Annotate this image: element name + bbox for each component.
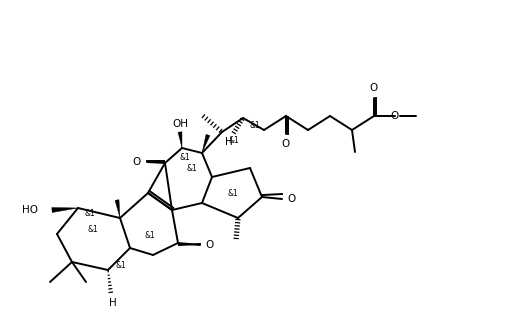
Text: &1: &1 xyxy=(249,121,260,129)
Text: &1: &1 xyxy=(144,231,155,241)
Text: &1: &1 xyxy=(186,164,197,172)
Text: &1: &1 xyxy=(84,209,95,219)
Text: H: H xyxy=(225,137,232,147)
Text: HO: HO xyxy=(22,205,38,215)
Text: O: O xyxy=(281,139,289,149)
Text: H: H xyxy=(109,298,117,308)
Text: O: O xyxy=(369,83,377,93)
Text: &1: &1 xyxy=(87,225,98,235)
Polygon shape xyxy=(201,134,210,153)
Text: OH: OH xyxy=(172,119,188,129)
Text: O: O xyxy=(390,111,398,121)
Polygon shape xyxy=(52,208,78,213)
Text: &1: &1 xyxy=(228,136,239,144)
Polygon shape xyxy=(178,132,182,148)
Text: &1: &1 xyxy=(116,262,126,270)
Text: &1: &1 xyxy=(179,153,190,161)
Text: O: O xyxy=(133,157,141,167)
Text: O: O xyxy=(206,240,214,250)
Text: &1: &1 xyxy=(227,188,238,198)
Polygon shape xyxy=(115,200,120,218)
Text: O: O xyxy=(287,194,295,204)
